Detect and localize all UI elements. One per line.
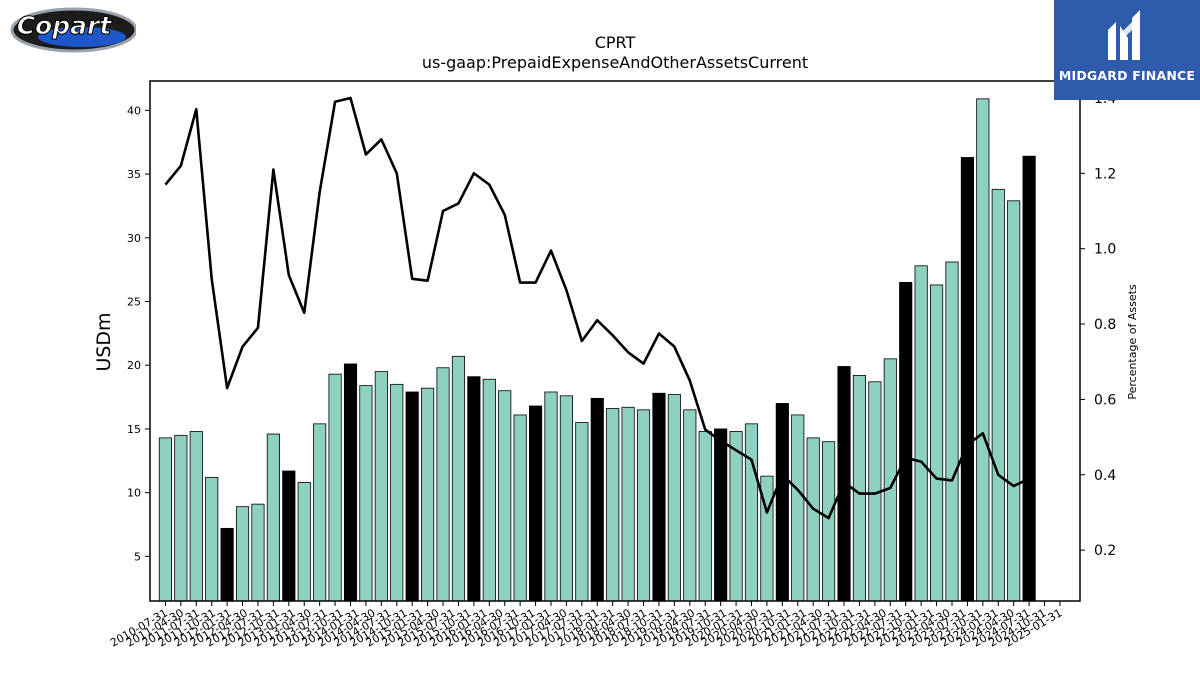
bar-2023-04-30 <box>945 261 959 602</box>
bar-2022-10-31 <box>914 265 928 602</box>
percentage-of-assets-line <box>164 96 1030 520</box>
bar-2012-07-31 <box>282 470 296 602</box>
bar-2017-10-31 <box>606 408 620 602</box>
bar-2012-04-30 <box>266 433 280 602</box>
bar-2016-01-31 <box>498 390 512 602</box>
bar-2023-01-31 <box>930 284 944 602</box>
bar-2013-01-31 <box>313 423 327 602</box>
y2-tick-label: 0.4 <box>1094 468 1116 484</box>
bar-2013-04-30 <box>328 373 342 602</box>
bar-2021-04-30 <box>822 441 836 602</box>
bar-2020-07-31 <box>775 403 789 602</box>
midgard-logo-text: MIDGARD FINANCE <box>1058 68 1196 83</box>
midgard-mark-icon <box>1108 10 1140 60</box>
bar-2015-07-31 <box>467 376 481 602</box>
bar-2018-07-31 <box>652 392 666 602</box>
y-tick-label: 25 <box>127 295 141 308</box>
bar-2010-07-31 <box>158 437 172 602</box>
bar-2016-10-31 <box>544 391 558 602</box>
bar-2017-04-30 <box>575 422 589 602</box>
bar-2019-01-31 <box>683 409 697 602</box>
line-series <box>164 96 1030 520</box>
bar-2018-04-30 <box>636 409 651 602</box>
y-axis: 5 10 15 20 25 30 35 40 <box>127 104 150 563</box>
bar-2018-01-31 <box>621 406 635 602</box>
y-tick-label: 10 <box>127 487 141 500</box>
bar-2011-04-30 <box>205 476 219 602</box>
bar-2014-04-30 <box>390 383 404 602</box>
bar-2019-04-30 <box>698 431 712 602</box>
bar-2014-01-31 <box>374 371 388 602</box>
bar-2022-07-31 <box>899 281 913 602</box>
y-axis-label: USDm <box>93 312 115 371</box>
y2-axis: 0.20.40.60.81.01.21.4 <box>1080 91 1116 559</box>
bar-2014-07-31 <box>405 391 419 602</box>
bar-series <box>158 98 1036 602</box>
y2-tick-label: 0.6 <box>1094 392 1116 408</box>
y-tick-label: 15 <box>127 423 141 436</box>
y2-tick-label: 1.0 <box>1094 242 1116 258</box>
copart-logo-graphic: Copart <box>10 7 138 53</box>
bar-2021-01-31 <box>806 437 820 602</box>
y-tick-label: 5 <box>134 550 141 563</box>
bar-2021-10-31 <box>852 375 867 602</box>
bar-2015-04-30 <box>451 355 466 602</box>
y2-tick-label: 0.2 <box>1094 543 1116 559</box>
midgard-finance-logo: MIDGARD FINANCE <box>1054 0 1200 100</box>
chart-title: CPRT <box>595 33 636 52</box>
copart-logo-text: Copart <box>17 11 113 40</box>
bar-2011-01-31 <box>189 431 203 602</box>
y-tick-label: 20 <box>127 359 141 372</box>
bar-2013-10-31 <box>359 385 373 602</box>
bar-2017-07-31 <box>590 397 604 602</box>
bar-2024-01-31 <box>991 188 1005 602</box>
plot-frame <box>149 80 1081 602</box>
bar-2011-10-31 <box>235 506 250 602</box>
y-tick-label: 35 <box>127 168 141 181</box>
y2-tick-label: 0.8 <box>1094 317 1116 333</box>
bar-2024-04-30 <box>1007 200 1021 602</box>
bar-2016-04-30 <box>513 414 527 602</box>
bar-2013-07-31 <box>343 363 358 602</box>
bar-2024-07-31 <box>1022 155 1036 602</box>
y-tick-label: 40 <box>127 104 141 117</box>
bar-2020-01-31 <box>744 423 759 602</box>
bar-2019-07-31 <box>714 428 728 602</box>
bar-2023-10-31 <box>976 98 990 602</box>
bar-2015-10-31 <box>482 378 496 602</box>
bar-2012-01-31 <box>251 503 265 602</box>
bar-2012-10-31 <box>297 482 311 602</box>
bar-2011-07-31 <box>220 527 234 602</box>
bar-2014-10-31 <box>421 387 435 602</box>
y2-tick-label: 1.2 <box>1094 166 1116 182</box>
bar-2016-07-31 <box>529 405 543 602</box>
bar-2018-10-31 <box>667 394 681 602</box>
bar-2017-01-31 <box>559 395 573 602</box>
copart-logo: Copart <box>4 4 138 54</box>
chart-subtitle: us-gaap:PrepaidExpenseAndOtherAssetsCurr… <box>422 53 808 72</box>
x-axis: 2010-07-312011-04-302011-07-312011-10-31… <box>108 601 1064 650</box>
bar-2015-01-31 <box>436 367 450 602</box>
bar-2020-10-31 <box>791 414 805 602</box>
y2-axis-label: Percentage of Assets <box>1126 284 1139 400</box>
bar-2010-10-31 <box>174 434 188 602</box>
bar-2023-07-31 <box>960 157 974 602</box>
y-tick-label: 30 <box>127 232 141 245</box>
bar-2019-10-31 <box>729 431 743 602</box>
